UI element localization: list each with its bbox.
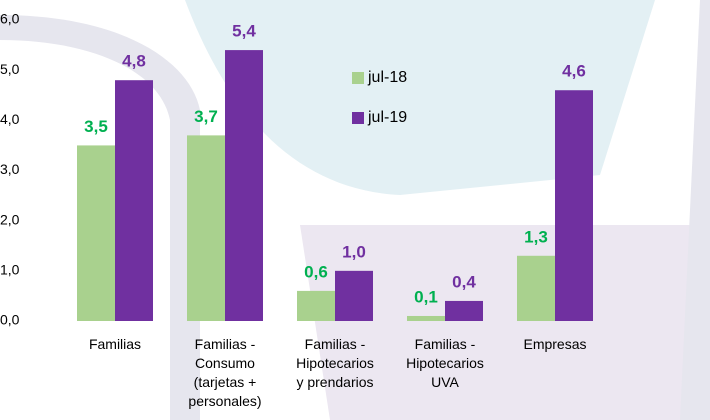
value-label: 3,7	[194, 107, 218, 126]
bar	[445, 300, 483, 321]
bar	[225, 50, 263, 321]
bar	[115, 80, 153, 321]
y-tick-label: 0,0	[0, 312, 20, 328]
value-label: 1,0	[342, 242, 366, 261]
y-tick-label: 4,0	[0, 111, 20, 127]
bar	[517, 255, 555, 321]
legend-label: jul-19	[367, 109, 407, 126]
value-label: 1,3	[524, 227, 548, 246]
value-label: 0,4	[452, 272, 476, 291]
x-tick-label: Familias -Consumo (tarjetas + personales)	[188, 336, 261, 409]
y-tick-label: 2,0	[0, 211, 20, 227]
bar	[335, 270, 373, 321]
y-tick-label: 1,0	[0, 262, 20, 278]
value-label: 5,4	[232, 22, 256, 41]
y-tick-label: 6,0	[0, 11, 20, 27]
value-label: 3,5	[84, 117, 108, 136]
legend-swatch	[352, 72, 364, 84]
bar	[297, 290, 335, 321]
y-tick-label: 5,0	[0, 61, 20, 77]
bar	[555, 90, 593, 321]
x-tick-label: Empresas	[523, 336, 586, 352]
x-tick-label: Familias	[89, 336, 141, 352]
value-label: 4,8	[122, 52, 146, 71]
value-label: 0,6	[304, 262, 328, 281]
value-label: 0,1	[414, 287, 438, 306]
legend-label: jul-18	[367, 69, 407, 86]
y-tick-label: 3,0	[0, 161, 20, 177]
bar	[77, 145, 115, 321]
bar	[407, 315, 445, 321]
legend-swatch	[352, 112, 364, 124]
value-label: 4,6	[562, 62, 586, 81]
bar	[187, 135, 225, 321]
x-tick-label: Familias -Hipotecarios UVA	[406, 336, 484, 390]
x-tick-label: Familias -Hipotecarios y prendarios	[296, 336, 374, 390]
